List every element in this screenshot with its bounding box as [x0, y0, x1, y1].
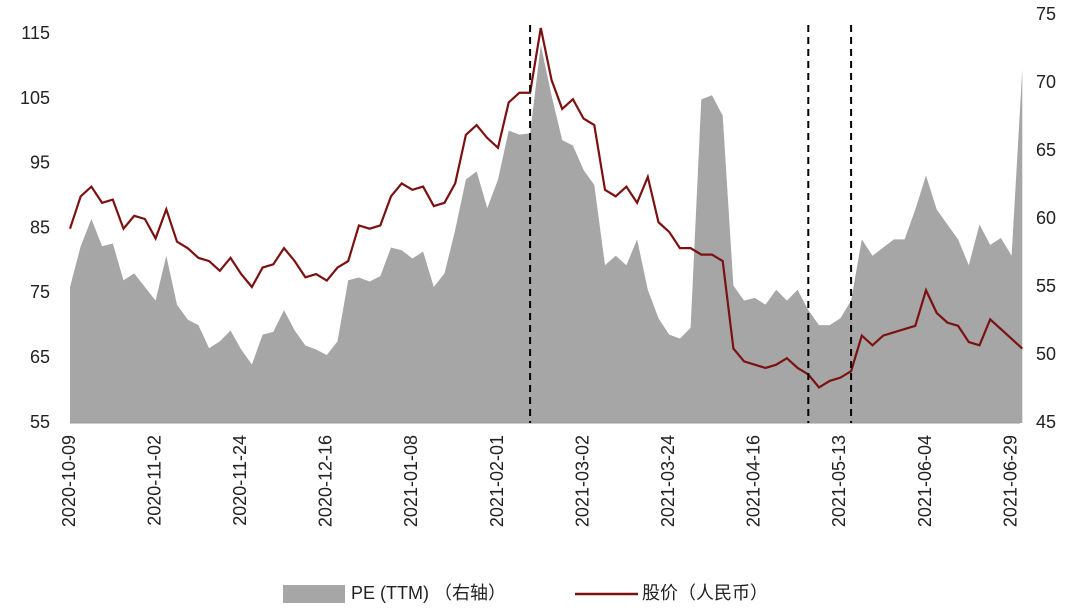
x-tick-label: 2021-01-08	[401, 435, 421, 527]
y2-tick-label: 45	[1036, 412, 1056, 432]
y2-tick-label: 60	[1036, 208, 1056, 228]
y-tick-label: 105	[20, 88, 50, 108]
x-tick-label: 2021-05-13	[829, 435, 849, 527]
x-tick-label: 2020-10-09	[59, 435, 79, 527]
y-tick-label: 75	[30, 282, 50, 302]
y-tick-label: 55	[30, 412, 50, 432]
x-tick-label: 2020-11-24	[230, 435, 250, 526]
legend-label: 股价（人民币）	[642, 583, 768, 603]
x-tick-label: 2021-02-01	[487, 435, 507, 527]
y2-tick-label: 65	[1036, 140, 1056, 160]
x-tick-label: 2021-04-16	[744, 435, 764, 527]
x-tick-label: 2021-03-24	[658, 435, 678, 527]
y2-tick-label: 50	[1036, 344, 1056, 364]
y-tick-label: 85	[30, 217, 50, 237]
y-tick-label: 65	[30, 347, 50, 367]
pe-area	[70, 44, 1023, 424]
y2-tick-label: 75	[1036, 4, 1056, 24]
legend-label: PE (TTM) （右轴）	[351, 583, 506, 603]
price-line	[68, 27, 1024, 389]
y2-tick-label: 70	[1036, 72, 1056, 92]
x-tick-label: 2021-03-02	[572, 435, 592, 527]
y-tick-label: 95	[30, 153, 50, 173]
legend-swatch	[283, 585, 345, 603]
x-tick-label: 2020-11-02	[144, 435, 164, 526]
y-tick-label: 115	[21, 23, 50, 43]
x-tick-label: 2021-06-04	[915, 435, 935, 527]
x-tick-label: 2020-12-16	[316, 435, 336, 527]
x-tick-label: 2021-06-29	[1000, 435, 1020, 527]
y2-tick-label: 55	[1036, 276, 1056, 296]
